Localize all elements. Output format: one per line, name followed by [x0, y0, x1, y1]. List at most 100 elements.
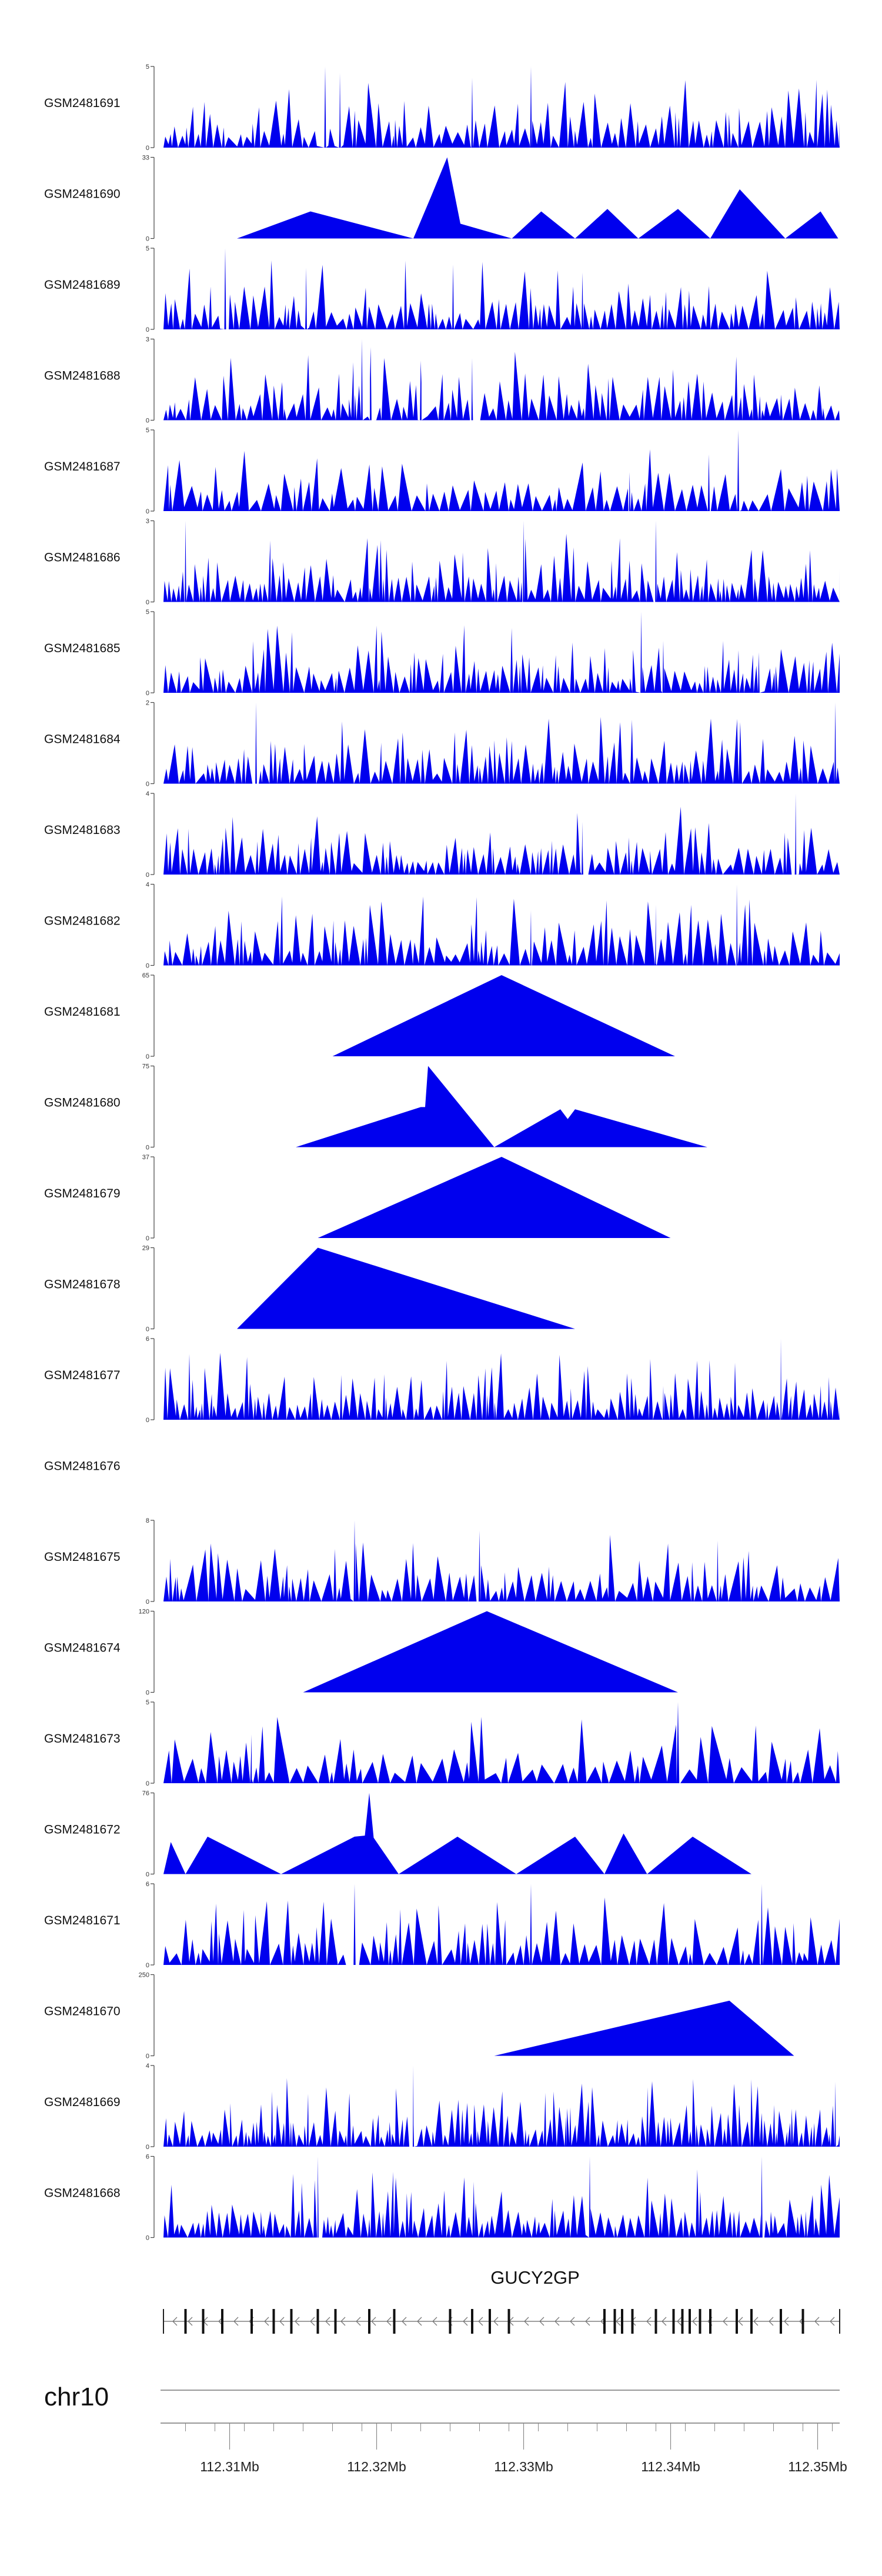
track-GSM2481675: GSM2481675 8 0 [44, 1517, 840, 1606]
strand-arrow [432, 2317, 437, 2326]
strand-arrow [814, 2317, 820, 2326]
coverage-area [163, 2156, 840, 2238]
track-GSM2481673: GSM2481673 5 0 [44, 1699, 840, 1787]
y-max-label: 37 [142, 1154, 149, 1161]
strand-arrow [753, 2317, 759, 2326]
track-GSM2481677: GSM2481677 6 0 [44, 1336, 840, 1424]
track-GSM2481683: GSM2481683 4 0 [44, 790, 840, 879]
strand-arrow [279, 2317, 285, 2326]
y-min-label: 0 [146, 508, 149, 515]
gene-model [163, 2309, 840, 2334]
strand-arrow [172, 2317, 178, 2326]
y-min-label: 0 [146, 145, 149, 152]
y-max-label: 76 [142, 1790, 149, 1797]
track-label: GSM2481676 [44, 1460, 121, 1473]
strand-arrow [738, 2317, 743, 2326]
y-max-label: 29 [142, 1245, 149, 1252]
exon [272, 2309, 275, 2334]
y-min-label: 0 [146, 1417, 149, 1424]
y-min-label: 0 [146, 1962, 149, 1969]
track-GSM2481687: GSM2481687 5 0 [44, 427, 840, 515]
y-min-label: 0 [146, 2144, 149, 2151]
track-GSM2481678: GSM2481678 29 0 [44, 1245, 575, 1333]
coverage-area [163, 1793, 751, 1874]
track-label: GSM2481684 [44, 733, 121, 746]
coverage-area [303, 1611, 678, 1693]
y-min-label: 0 [146, 781, 149, 788]
strand-arrow [692, 2317, 697, 2326]
strand-arrow [570, 2317, 575, 2326]
track-label: GSM2481686 [44, 551, 121, 565]
exon [736, 2309, 738, 2334]
exon [184, 2309, 187, 2334]
coverage-area [237, 1247, 575, 1329]
coverage-area [296, 1066, 707, 1147]
track-label: GSM2481690 [44, 188, 121, 201]
strand-arrow [325, 2317, 330, 2326]
exon [393, 2309, 396, 2334]
strand-arrow [585, 2317, 590, 2326]
y-max-label: 5 [146, 427, 149, 434]
y-min-label: 0 [146, 599, 149, 606]
y-min-label: 0 [146, 326, 149, 333]
y-max-label: 3 [146, 336, 149, 343]
coverage-area [163, 702, 840, 784]
exon [750, 2309, 753, 2334]
data-tracks: GSM248169150GSM2481690330GSM248168950GSM… [44, 64, 840, 2242]
coverage-area [163, 248, 840, 329]
exon [290, 2309, 293, 2334]
track-label: GSM2481689 [44, 278, 121, 292]
y-max-label: 6 [146, 1336, 149, 1343]
track-label: GSM2481671 [44, 1914, 121, 1927]
strand-arrow [371, 2317, 376, 2326]
y-min-label: 0 [146, 1326, 149, 1333]
exon [221, 2309, 223, 2334]
coverage-area [237, 157, 838, 239]
track-GSM2481680: GSM2481680 75 0 [44, 1063, 707, 1152]
track-GSM2481686: GSM2481686 3 0 [44, 518, 840, 606]
strand-arrow [769, 2317, 774, 2326]
track-label: GSM2481687 [44, 460, 121, 473]
y-max-label: 4 [146, 790, 149, 798]
y-min-label: 0 [146, 2053, 149, 2060]
exon [316, 2309, 319, 2334]
strand-arrow [723, 2317, 728, 2326]
exon [603, 2309, 606, 2334]
track-GSM2481672: GSM2481672 76 0 [44, 1790, 751, 1878]
strand-arrow [539, 2317, 544, 2326]
track-label: GSM2481685 [44, 642, 121, 655]
gene-track: GUCY2GP [163, 2267, 840, 2334]
strand-arrow [417, 2317, 422, 2326]
strand-arrow [646, 2317, 652, 2326]
y-max-label: 4 [146, 2063, 149, 2070]
track-GSM2481679: GSM2481679 37 0 [44, 1154, 671, 1242]
track-GSM2481689: GSM2481689 5 0 [44, 245, 840, 333]
tick-label: 112.33Mb [494, 2459, 553, 2474]
track-label: GSM2481680 [44, 1096, 121, 1110]
exon [709, 2309, 711, 2334]
y-min-label: 0 [146, 1780, 149, 1787]
y-min-label: 0 [146, 1235, 149, 1242]
coverage-area [494, 2000, 794, 2056]
track-GSM2481690: GSM2481690 33 0 [44, 155, 838, 243]
coverage-area [163, 793, 840, 875]
exon [631, 2309, 634, 2334]
exon [689, 2309, 691, 2334]
track-GSM2481669: GSM2481669 4 0 [44, 2063, 840, 2151]
y-max-label: 5 [146, 1699, 149, 1706]
track-label: GSM2481674 [44, 1641, 121, 1655]
y-max-label: 5 [146, 64, 149, 71]
exon [489, 2309, 491, 2334]
strand-arrow [524, 2317, 529, 2326]
track-GSM2481670: GSM2481670 250 0 [44, 1972, 794, 2060]
strand-arrow [386, 2317, 392, 2326]
exon [681, 2309, 684, 2334]
track-label: GSM2481683 [44, 823, 121, 837]
strand-arrow [463, 2317, 468, 2326]
track-label: GSM2481688 [44, 369, 121, 383]
coverage-area [163, 2066, 840, 2147]
strand-arrow [264, 2317, 269, 2326]
strand-arrow [677, 2317, 682, 2326]
strand-arrow [554, 2317, 560, 2326]
strand-arrow [662, 2317, 667, 2326]
